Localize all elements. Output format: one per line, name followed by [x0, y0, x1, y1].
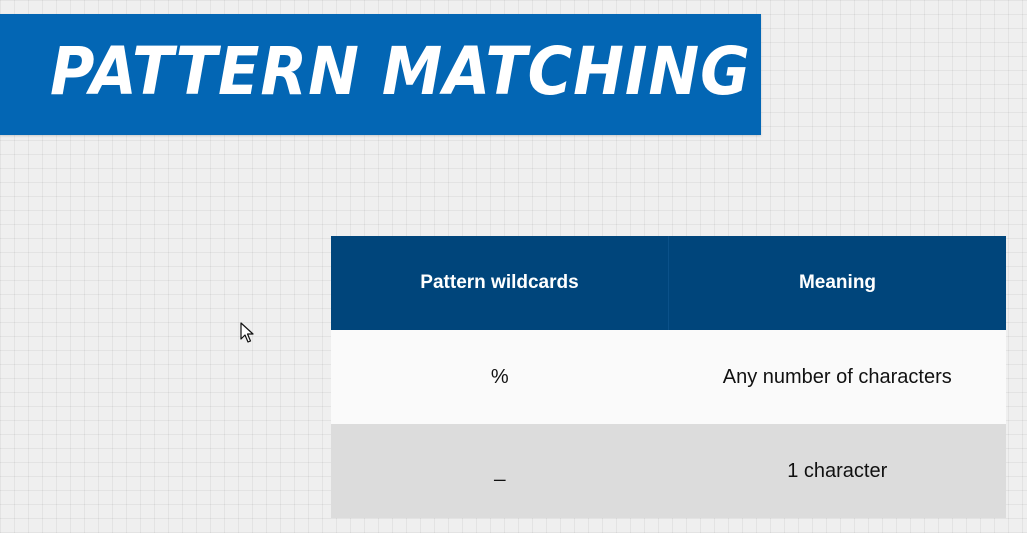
meaning-cell: Any number of characters	[668, 330, 1006, 424]
meaning-cell: 1 character	[668, 424, 1006, 518]
title-banner: PATTERN MATCHING	[0, 14, 761, 135]
table-row: % Any number of characters	[331, 330, 1006, 424]
wildcard-cell: %	[331, 330, 669, 424]
column-header-pattern-wildcards: Pattern wildcards	[331, 236, 669, 330]
table-header-row: Pattern wildcards Meaning	[331, 236, 1006, 330]
mouse-pointer-icon	[240, 322, 254, 343]
page-title: PATTERN MATCHING	[50, 33, 751, 110]
column-header-meaning: Meaning	[668, 236, 1006, 330]
wildcard-table: Pattern wildcards Meaning % Any number o…	[331, 236, 1006, 518]
table-row: _ 1 character	[331, 424, 1006, 518]
wildcard-cell: _	[331, 424, 669, 518]
